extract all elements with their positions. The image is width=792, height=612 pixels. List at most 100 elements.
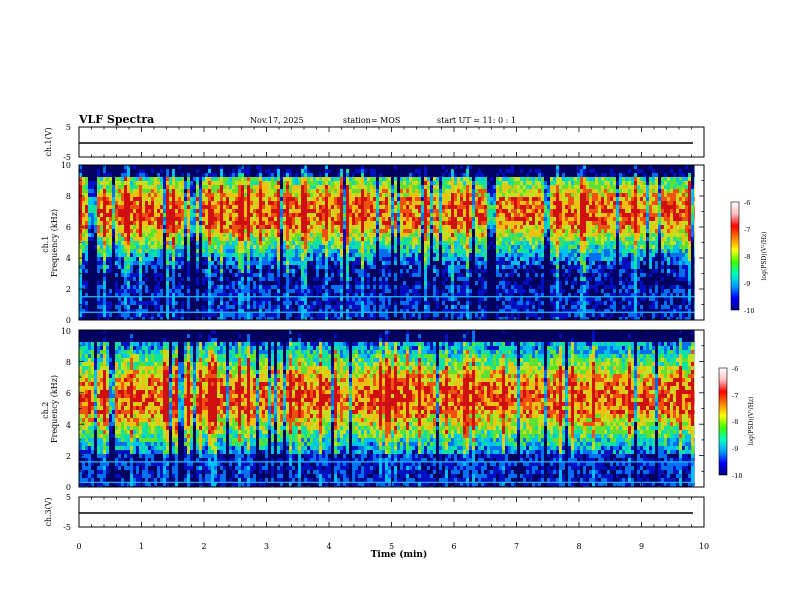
spectrogram-cell (103, 165, 106, 169)
spectrogram-cell (211, 165, 214, 169)
spectrogram-cell (118, 209, 121, 213)
spectrogram-cell (166, 277, 169, 281)
spectrogram-cell (88, 165, 91, 169)
spectrogram-cell (196, 205, 199, 209)
spectrogram-cell (127, 225, 130, 229)
spectrogram-cell (94, 297, 97, 301)
spectrogram-cell (142, 213, 145, 217)
spectrogram-cell (130, 273, 133, 277)
spectrogram-cell (166, 261, 169, 265)
spectrogram-cell (133, 177, 136, 181)
spectrogram-cell (82, 233, 85, 237)
spectrogram-cell (112, 217, 115, 221)
spectrogram-cell (169, 185, 172, 189)
spectrogram-cell (175, 257, 178, 261)
spectrogram-cell (94, 197, 97, 201)
spectrogram-cell (121, 177, 124, 181)
spectrogram-cell (145, 253, 148, 257)
spectrogram-cell (145, 225, 148, 229)
spectrogram-cell (175, 233, 178, 237)
spectrogram-cell (178, 201, 181, 205)
spectrogram-cell (199, 245, 202, 249)
spectrogram-cell (181, 177, 184, 181)
spectrogram-cell (211, 209, 214, 213)
spectrogram-cell (94, 257, 97, 261)
spectrogram-cell (202, 221, 205, 225)
spectrogram-cell (208, 281, 211, 285)
spectrogram-cell (121, 221, 124, 225)
spectrogram-cell (130, 281, 133, 285)
spectrogram-cell (187, 241, 190, 245)
spectrogram-cell (130, 305, 133, 309)
spectrogram-cell (145, 261, 148, 265)
spectrogram-cell (121, 173, 124, 177)
spectrogram-cell (217, 249, 220, 253)
spectrogram-cell (109, 201, 112, 205)
spectrogram-cell (229, 169, 232, 173)
spectrogram-cell (211, 245, 214, 249)
spectrogram-cell (208, 181, 211, 185)
spectrogram-cell (151, 301, 154, 305)
spectrogram-cell (112, 169, 115, 173)
spectrogram-cell (202, 285, 205, 289)
spectrogram-cell (106, 305, 109, 309)
spectrogram-cell (175, 197, 178, 201)
spectrogram-cell (100, 201, 103, 205)
spectrogram-cell (226, 189, 229, 193)
spectrogram-cell (94, 185, 97, 189)
spectrogram-cell (127, 289, 130, 293)
spectrogram-cell (127, 241, 130, 245)
spectrogram-cell (181, 285, 184, 289)
spectrogram-cell (82, 277, 85, 281)
spectrogram-cell (151, 185, 154, 189)
spectrogram-cell (88, 257, 91, 261)
spectrogram-cell (214, 273, 217, 277)
spectrogram-cell (139, 217, 142, 221)
spectrogram-cell (187, 265, 190, 269)
spectrogram-cell (181, 297, 184, 301)
spectrogram-cell (91, 193, 94, 197)
spectrogram-cell (181, 277, 184, 281)
spectrogram-cell (142, 221, 145, 225)
spectrogram-cell (223, 193, 226, 197)
spectrogram-cell (166, 273, 169, 277)
spectrogram-cell (100, 249, 103, 253)
spectrogram-cell (94, 169, 97, 173)
spectrogram-cell (166, 297, 169, 301)
spectrogram-cell (226, 177, 229, 181)
spectrogram-cell (118, 181, 121, 185)
spectrogram-cell (163, 181, 166, 185)
spectrogram-cell (88, 217, 91, 221)
spectrogram-cell (223, 237, 226, 241)
spectrogram-cell (163, 245, 166, 249)
spectrogram-cell (196, 169, 199, 173)
spectrogram-cell (181, 261, 184, 265)
spectrogram-cell (175, 305, 178, 309)
spectrogram-cell (187, 217, 190, 221)
spectrogram-cell (193, 281, 196, 285)
spectrogram-cell (103, 225, 106, 229)
spectrogram-cell (82, 169, 85, 173)
spectrogram-cell (169, 277, 172, 281)
spectrogram-cell (193, 189, 196, 193)
spectrogram-cell (94, 189, 97, 193)
spectrogram-cell (199, 169, 202, 173)
spectrogram-cell (139, 237, 142, 241)
spectrogram-cell (118, 301, 121, 305)
spectrogram-cell (112, 165, 115, 169)
spectrogram-cell (109, 249, 112, 253)
spectrogram-cell (202, 277, 205, 281)
spectrogram-cell (163, 297, 166, 301)
spectrogram-cell (220, 221, 223, 225)
spectrogram-cell (184, 165, 187, 169)
spectrogram-cell (82, 305, 85, 309)
spectrogram-cell (121, 189, 124, 193)
spectrogram-cell (136, 289, 139, 293)
spectrogram-cell (217, 205, 220, 209)
spectrogram-cell (151, 197, 154, 201)
spectrogram-cell (115, 297, 118, 301)
spectrogram-cell (130, 241, 133, 245)
spectrogram-cell (160, 233, 163, 237)
spectrogram-cell (148, 281, 151, 285)
spectrogram-cell (97, 313, 100, 317)
